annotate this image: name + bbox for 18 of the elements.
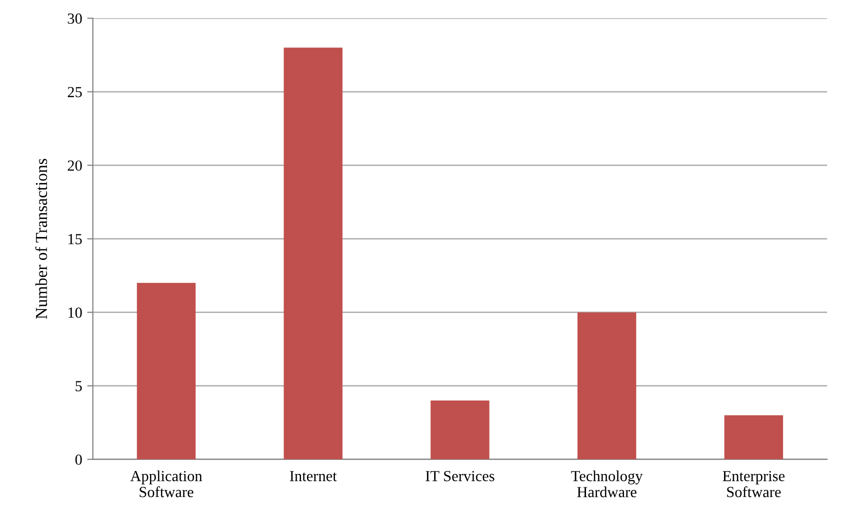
y-tick-label: 5 <box>76 381 82 392</box>
x-tick-label: Technology Hardware <box>571 470 643 498</box>
bar <box>724 415 784 460</box>
y-axis-title: Number of Transactions <box>35 158 48 319</box>
bar <box>430 400 490 460</box>
x-tick-label: IT Services <box>426 470 494 482</box>
x-tick-label: Enterprise Software <box>722 470 785 498</box>
bar <box>136 282 196 460</box>
y-tick-label: 20 <box>68 160 82 171</box>
y-tick-label: 0 <box>75 454 82 465</box>
y-tick-label: 10 <box>68 307 82 318</box>
bar <box>577 312 636 460</box>
x-tick-label: Application Software <box>130 470 202 498</box>
y-tick-label: 15 <box>68 234 82 244</box>
y-tick-label: 30 <box>68 13 82 24</box>
x-tick-label: Internet <box>290 471 337 482</box>
y-tick-label: 25 <box>68 86 82 98</box>
bar <box>284 48 342 460</box>
